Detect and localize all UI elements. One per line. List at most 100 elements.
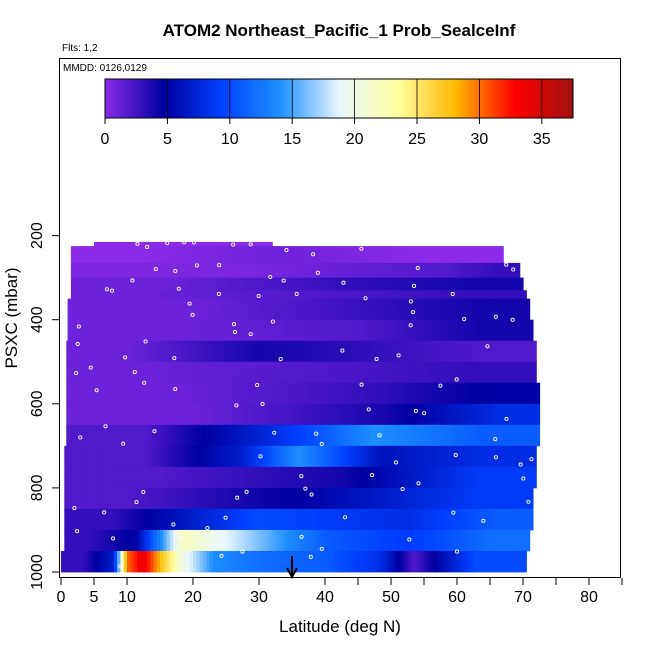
heatmap-cell	[298, 277, 303, 291]
heatmap-cell	[176, 550, 181, 573]
heatmap-cell	[476, 262, 481, 279]
heatmap-cell	[275, 319, 280, 342]
heatmap-cell	[274, 424, 279, 447]
heatmap-cell	[376, 403, 381, 426]
heatmap-cell	[146, 262, 151, 279]
heatmap-cell	[340, 361, 345, 384]
observation-marker	[408, 323, 413, 328]
heatmap-cell	[186, 298, 191, 321]
heatmap-cell	[493, 246, 498, 264]
heatmap-cell	[307, 361, 312, 384]
heatmap-cell	[194, 424, 199, 447]
heatmap-cell	[359, 340, 364, 363]
heatmap-cell	[117, 277, 121, 291]
heatmap-cell	[87, 529, 92, 552]
heatmap-cell	[87, 246, 92, 264]
heatmap-cell	[255, 487, 260, 510]
heatmap-cell	[463, 529, 468, 552]
heatmap-cell	[509, 298, 514, 321]
heatmap-cell	[173, 246, 178, 264]
heatmap-cell	[80, 262, 85, 279]
heatmap-cell	[499, 246, 504, 264]
heatmap-cell	[496, 319, 501, 342]
heatmap-cell	[493, 298, 498, 321]
heatmap-cell	[305, 298, 310, 321]
heatmap-cell	[107, 262, 112, 279]
heatmap-cell	[198, 361, 203, 384]
heatmap-cell	[427, 487, 432, 510]
heatmap-cell	[394, 319, 399, 342]
heatmap-cell	[447, 298, 451, 321]
heatmap-cell	[193, 445, 197, 468]
heatmap-cell	[97, 246, 102, 264]
heatmap-cell	[453, 529, 458, 552]
heatmap-cell	[179, 246, 184, 264]
heatmap-cell	[344, 290, 349, 300]
heatmap-cell	[123, 487, 128, 510]
heatmap-cell	[189, 262, 194, 279]
heatmap-cell	[300, 340, 305, 363]
heatmap-cell	[120, 487, 125, 510]
heatmap-cell	[442, 403, 447, 426]
heatmap-cell	[495, 340, 500, 363]
heatmap-cell	[97, 262, 102, 279]
heatmap-cell	[278, 508, 283, 531]
heatmap-cell	[495, 424, 500, 447]
heatmap-cell	[410, 319, 415, 342]
heatmap-cell	[435, 424, 440, 447]
heatmap-cell	[244, 361, 249, 384]
heatmap-cell	[323, 403, 328, 426]
heatmap-cell	[371, 445, 376, 468]
heatmap-cell	[480, 298, 484, 321]
heatmap-cell	[229, 445, 234, 468]
heatmap-cell	[90, 277, 95, 291]
heatmap-cell	[325, 298, 329, 321]
heatmap-cell	[241, 361, 246, 384]
heatmap-cell	[308, 445, 313, 468]
heatmap-cell	[138, 382, 143, 405]
observation-marker	[485, 344, 490, 349]
heatmap-cell	[142, 424, 147, 447]
heatmap-cell	[433, 246, 438, 264]
heatmap-cell	[325, 529, 329, 552]
heatmap-cell	[519, 550, 524, 573]
heatmap-cell	[407, 262, 412, 279]
heatmap-cell	[524, 382, 529, 405]
heatmap-cell	[222, 241, 227, 247]
heatmap-cell	[351, 262, 356, 279]
heatmap-cell	[117, 508, 121, 531]
heatmap-cell	[74, 466, 79, 489]
heatmap-cell	[516, 508, 521, 531]
heatmap-cell	[346, 361, 351, 384]
heatmap-cell	[150, 508, 154, 531]
heatmap-cell	[437, 487, 442, 510]
heatmap-cell	[328, 246, 333, 264]
heatmap-cell	[318, 290, 323, 300]
heatmap-cell	[142, 340, 147, 363]
heatmap-cell	[90, 550, 95, 573]
heatmap-cell	[427, 290, 432, 300]
heatmap-cell	[262, 262, 267, 279]
heatmap-cell	[156, 319, 161, 342]
heatmap-cell	[77, 466, 82, 489]
heatmap-cell	[292, 466, 296, 489]
heatmap-cell	[351, 550, 356, 573]
heatmap-cell	[427, 529, 432, 552]
heatmap-cell	[386, 340, 391, 363]
heatmap-cell	[115, 403, 120, 426]
heatmap-cell	[475, 361, 480, 384]
heatmap-cell	[272, 319, 277, 342]
heatmap-cell	[331, 319, 336, 342]
heatmap-cell	[133, 246, 138, 264]
heatmap-cell	[285, 529, 290, 552]
observation-marker	[407, 537, 412, 542]
heatmap-cell	[189, 319, 194, 342]
heatmap-cell	[351, 319, 356, 342]
heatmap-cell	[531, 424, 536, 447]
heatmap-cell	[245, 298, 250, 321]
heatmap-cell	[176, 508, 181, 531]
heatmap-cell	[308, 529, 313, 552]
heatmap-cell	[239, 319, 244, 342]
heatmap-cell	[528, 424, 533, 447]
heatmap-cell	[331, 262, 336, 279]
